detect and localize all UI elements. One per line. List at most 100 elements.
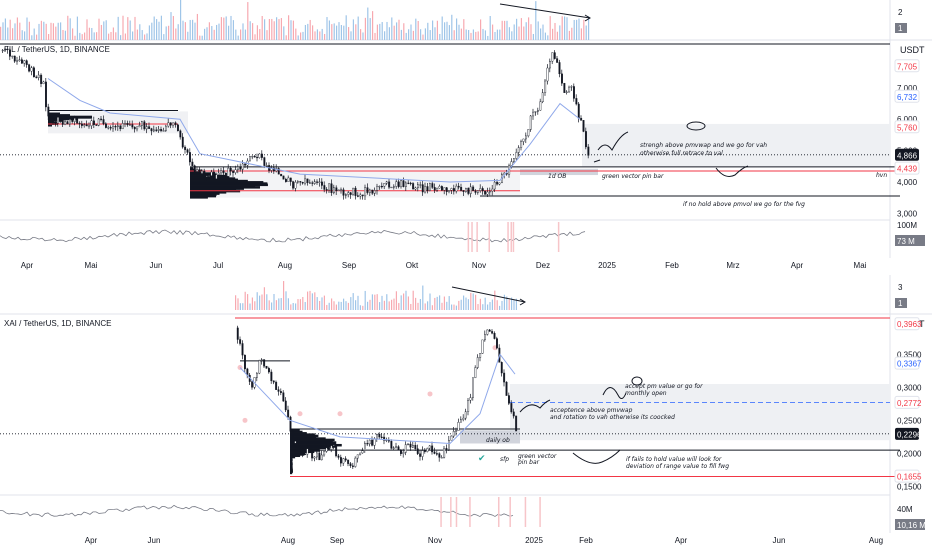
candle [309, 182, 311, 184]
volume-bar [196, 13, 198, 40]
volume-bar [112, 27, 114, 40]
candle [78, 122, 81, 125]
candle [90, 120, 93, 127]
candle [224, 172, 227, 177]
candle [35, 76, 38, 78]
candle [390, 186, 393, 189]
candle [474, 367, 477, 378]
volume-bar [384, 31, 386, 40]
candle [289, 177, 292, 182]
volume-bar [295, 28, 297, 40]
oscillator-highlight [455, 497, 458, 527]
volume-bar [417, 21, 419, 40]
candle [402, 452, 405, 454]
volume-bar [170, 12, 172, 40]
candle [431, 183, 434, 188]
candle [441, 186, 443, 191]
volume-bar [287, 298, 289, 310]
volume-bar [283, 281, 285, 310]
volume-profile-bar [290, 447, 320, 451]
volume-profile-bar [190, 184, 256, 188]
candle [92, 120, 95, 125]
candle [486, 191, 489, 195]
volume-bar [407, 296, 409, 310]
volume-bar [422, 285, 424, 310]
volume-bar [292, 303, 294, 310]
candle [316, 452, 318, 458]
candle [376, 186, 379, 191]
candle [452, 431, 455, 437]
candle [525, 135, 527, 140]
volume-bar [45, 23, 47, 40]
volume-bar [208, 22, 210, 40]
candle [76, 118, 79, 124]
volume-bar [412, 30, 414, 40]
candle [114, 126, 117, 128]
volume-bar [312, 25, 314, 40]
candle [337, 455, 340, 458]
fil-chart[interactable]: Apr Mai Jun Jul Aug Sep Okt Nov Dez 2025 Feb Mrz Apr… [0, 0, 932, 275]
candle [489, 190, 491, 193]
candle [457, 422, 460, 431]
candle [152, 129, 155, 132]
candle [328, 447, 330, 450]
candle [407, 443, 410, 446]
candle [52, 118, 55, 123]
volume-bar [220, 17, 222, 40]
candle [426, 186, 429, 191]
volume-bar [335, 304, 337, 310]
volume-bar [249, 303, 251, 310]
volume-bar [36, 34, 38, 40]
candle [323, 451, 326, 456]
candle [210, 171, 213, 176]
volume-bar [165, 26, 167, 40]
annotation-text: if fails to hold value will look for [626, 456, 722, 463]
candle [400, 449, 402, 454]
xai-chart-panel[interactable]: Apr Jun Aug Sep Nov 2025 Feb Apr Jun Aug 0,3500 0,3… [0, 275, 932, 550]
volume-profile-bar [290, 459, 293, 463]
y-tick-label: 4,000 [897, 178, 918, 187]
annotation-text: if no hold above pmvol we go for the fvg [683, 201, 805, 208]
x-tick-label: Mrz [726, 261, 739, 270]
volume-bar [314, 292, 316, 310]
candle [453, 188, 455, 192]
volume-bar [153, 16, 155, 40]
candle [356, 454, 359, 459]
candle [323, 185, 326, 190]
x-tick-label: Sep [330, 536, 345, 545]
volume-bar [244, 29, 246, 40]
price-tag-label: 0,2296 [897, 430, 922, 439]
volume-bar [290, 304, 292, 310]
volume-bar [278, 19, 280, 40]
fil-chart-panel[interactable]: Apr Mai Jun Jul Aug Sep Okt Nov Dez 2025 Feb Mrz Apr… [0, 0, 932, 275]
candle [33, 67, 35, 78]
volume-bar [340, 301, 342, 310]
volume-bar [460, 28, 462, 40]
xai-chart[interactable]: Apr Jun Aug Sep Nov 2025 Feb Apr Jun Aug0,35000,3… [0, 275, 932, 550]
volume-bar [513, 24, 515, 40]
volume-bar [319, 300, 321, 310]
candle [332, 444, 335, 446]
candle [424, 186, 427, 193]
volume-profile-bar [48, 117, 78, 121]
candle [28, 64, 31, 72]
candle [378, 185, 381, 188]
candle [97, 118, 100, 126]
candle [460, 186, 463, 191]
volume-bar [515, 298, 517, 310]
volume-bar [350, 297, 352, 310]
volume-bar [278, 298, 280, 310]
annotation-text: deviation of range value to fill fwg [626, 463, 729, 470]
candle [364, 187, 367, 197]
volume-bar [554, 22, 556, 40]
x-tick-label: Apr [21, 261, 34, 270]
volume-bar [412, 290, 414, 310]
x-tick-label: Apr [85, 536, 98, 545]
volume-profile-bar [290, 438, 335, 442]
scenario-arrow [602, 387, 627, 399]
volume-profile-bar [290, 443, 342, 447]
candle [364, 443, 366, 451]
volume-bar [439, 33, 441, 40]
volume-profile-bar [190, 192, 220, 195]
volume-bar [455, 305, 457, 310]
